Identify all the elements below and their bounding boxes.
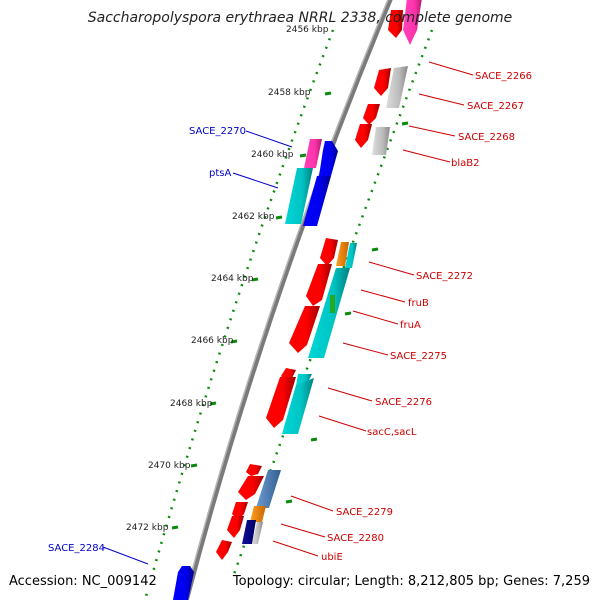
gene-labels-right: SACE_2266 SACE_2267 SACE_2268 blaB2 SACE… <box>321 71 532 563</box>
gene-sace-2279-red[interactable] <box>238 476 264 500</box>
gene-fru-a1[interactable] <box>320 238 338 266</box>
genome-backbone <box>183 0 393 600</box>
gene-frua-green[interactable] <box>330 295 335 313</box>
genome-backbone-highlight <box>183 0 389 600</box>
scale-label: 2464 kbp <box>211 274 254 284</box>
gene-ubie[interactable] <box>242 520 256 544</box>
gene-label[interactable]: blaB2 <box>451 158 479 169</box>
scale-labels: 2456 kbp 2458 kbp 2460 kbp 2462 kbp 2464… <box>126 25 329 533</box>
gene-label[interactable]: SACE_2272 <box>416 271 473 282</box>
gene-sace-2268[interactable] <box>386 66 408 108</box>
gene-sace-2275[interactable] <box>289 306 320 353</box>
scale-label: 2462 kbp <box>232 212 275 222</box>
label-connectors-left <box>102 130 293 565</box>
gene-label[interactable]: SACE_2280 <box>327 533 384 544</box>
gene-label[interactable]: fruB <box>408 298 429 309</box>
gene-ptsa[interactable] <box>285 168 313 224</box>
gene-ptsa-b[interactable] <box>303 176 331 226</box>
gene-sace-2271[interactable] <box>319 141 338 176</box>
gene-sace-2284[interactable] <box>173 566 194 600</box>
gene-label[interactable]: ptsA <box>209 168 231 179</box>
gene-ubie-2[interactable] <box>216 540 232 560</box>
outer-scale-axis <box>230 29 434 581</box>
scale-label: 2466 kbp <box>191 336 234 346</box>
gene-label[interactable]: SACE_2266 <box>475 71 532 82</box>
gene-sace-2280[interactable] <box>250 506 266 522</box>
gene-sace-2270[interactable] <box>304 139 322 168</box>
gene-sacl-red[interactable] <box>266 377 296 428</box>
page-title: Saccharopolyspora erythraea NRRL 2338, c… <box>87 10 513 26</box>
gene-label[interactable]: SACE_2276 <box>375 397 432 408</box>
topology-text: Topology: circular; Length: 8,212,805 bp… <box>230 574 592 589</box>
gene-frua[interactable] <box>308 268 350 358</box>
accession-text: Accession: NC_009142 <box>7 574 159 589</box>
gene-fru-orange[interactable] <box>336 242 349 266</box>
gene-sace-2280-red[interactable] <box>232 502 248 520</box>
gene-sace-2276[interactable] <box>296 374 312 386</box>
label-connectors-right <box>272 61 474 557</box>
scale-label: 2458 kbp <box>268 88 311 98</box>
gene-sace-2278[interactable] <box>246 464 262 476</box>
gene-sace-2272[interactable] <box>345 243 357 268</box>
gene-sace-2266[interactable] <box>403 0 422 45</box>
scale-label: 2470 kbp <box>148 461 191 471</box>
gene-sacc[interactable] <box>282 378 314 434</box>
gene-blab2-a[interactable] <box>355 124 372 148</box>
scale-label: 2472 kbp <box>126 523 169 533</box>
scale-label: 2456 kbp <box>286 25 329 35</box>
inner-scale-axis <box>143 29 335 600</box>
gene-label[interactable]: ubiE <box>321 552 343 563</box>
gene-label[interactable]: SACE_2279 <box>336 507 393 518</box>
scale-ticks <box>171 91 332 530</box>
gene-label[interactable]: SACE_2275 <box>390 351 447 362</box>
gene-frub[interactable] <box>306 264 332 306</box>
scale-label: 2468 kbp <box>170 399 213 409</box>
scale-label: 2460 kbp <box>251 150 294 160</box>
gene-labels-left: SACE_2270 ptsA SACE_2284 <box>48 126 246 554</box>
gene-sace-2265[interactable] <box>388 10 403 38</box>
outer-scale-ticks <box>285 121 409 504</box>
gene-blab2[interactable] <box>372 127 390 155</box>
gene-label[interactable]: SACE_2267 <box>467 101 524 112</box>
outer-gene-track <box>173 0 422 600</box>
gene-label[interactable]: fruA <box>400 320 421 331</box>
gene-sace-2269[interactable] <box>363 104 380 125</box>
gene-label[interactable]: SACE_2268 <box>458 132 515 143</box>
gene-ubie-gray[interactable] <box>252 522 263 544</box>
gene-sace-2267[interactable] <box>374 68 391 96</box>
gene-ubie-red[interactable] <box>227 516 244 538</box>
gene-label[interactable]: sacC,sacL <box>367 427 417 438</box>
gene-label[interactable]: SACE_2284 <box>48 543 105 554</box>
gene-sace-2279[interactable] <box>256 470 281 508</box>
gene-label[interactable]: SACE_2270 <box>189 126 246 137</box>
